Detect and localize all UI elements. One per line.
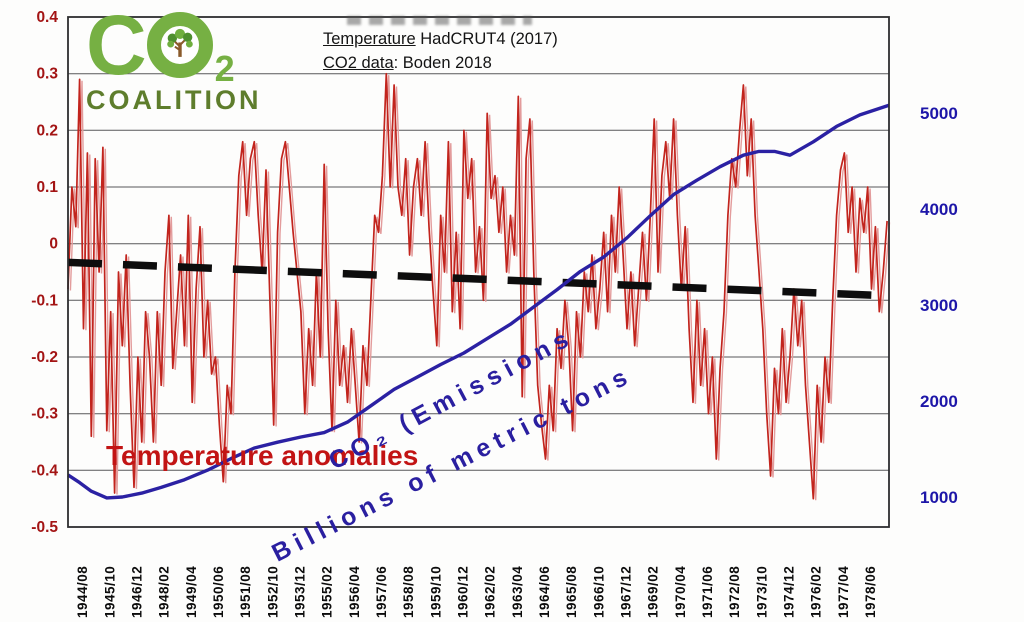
logo-letter-o-ring xyxy=(146,12,213,78)
source-co2-rest: : Boden 2018 xyxy=(393,54,492,72)
y-left-tick-label: -0.2 xyxy=(31,349,58,366)
y-left-tick-label: 0.4 xyxy=(36,9,58,26)
x-tick-label: 1955/02 xyxy=(320,566,335,618)
x-tick-label: 1950/06 xyxy=(211,566,226,618)
x-tick-label: 1945/10 xyxy=(102,566,117,618)
source-annotation-line2: CO2 data: Boden 2018 xyxy=(323,51,558,75)
x-tick-label: 1978/06 xyxy=(863,566,878,618)
x-tick-label: 1944/08 xyxy=(75,566,90,618)
y-right-tick-label: 5000 xyxy=(920,104,958,123)
x-tick-label: 1976/02 xyxy=(809,566,824,618)
co2-coalition-logo: C 2 COALITION xyxy=(86,0,262,116)
source-temp-label: Temperature xyxy=(323,30,416,48)
x-tick-label: 1946/12 xyxy=(129,566,144,618)
y-left-tick-label: 0.1 xyxy=(36,179,58,196)
x-tick-label: 1964/06 xyxy=(537,566,552,618)
co2-emissions xyxy=(67,103,890,500)
x-tick-label: 1977/04 xyxy=(836,566,851,618)
source-annotation: Temperature HadCRUT4 (2017) CO2 data: Bo… xyxy=(323,27,558,75)
y-left-tick-label: -0.3 xyxy=(31,406,58,423)
y-left-tick-label: -0.4 xyxy=(31,462,58,479)
tree-icon xyxy=(166,28,193,57)
y-left-tick-label: 0.2 xyxy=(36,122,58,139)
x-tick-label: 1951/08 xyxy=(238,566,253,618)
y-left-tick-label: 0.3 xyxy=(36,66,58,83)
source-annotation-line1: Temperature HadCRUT4 (2017) xyxy=(323,27,558,51)
logo-coalition-text: COALITION xyxy=(86,85,262,115)
temperature-series-label: Temperature anomalies xyxy=(106,440,419,471)
y-left-tick-label: -0.1 xyxy=(31,292,58,309)
x-tick-label: 1969/02 xyxy=(646,566,661,618)
x-tick-label: 1971/06 xyxy=(700,566,715,618)
y-right-tick-label: 1000 xyxy=(920,488,958,507)
source-co2-label: CO2 data xyxy=(323,54,394,72)
x-tick-label: 1958/08 xyxy=(401,566,416,618)
source-temp-rest: HadCRUT4 (2017) xyxy=(415,30,558,48)
y-right-tick-label: 3000 xyxy=(920,296,958,315)
x-tick-label: 1953/12 xyxy=(293,566,308,618)
x-tick-label: 1974/12 xyxy=(782,566,797,618)
temperature-anomalies xyxy=(67,72,888,500)
x-tick-label: 1956/04 xyxy=(347,566,362,618)
x-tick-label: 1957/06 xyxy=(374,566,389,618)
y-left-tick-label: 0 xyxy=(49,236,58,253)
x-tick-label: 1959/10 xyxy=(428,566,443,618)
x-tick-label: 1949/04 xyxy=(184,566,199,618)
y-right-tick-label: 4000 xyxy=(920,200,958,219)
x-tick-label: 1952/10 xyxy=(265,566,280,618)
y-left-tick-label: -0.5 xyxy=(31,519,58,536)
x-tick-label: 1963/04 xyxy=(510,566,525,618)
x-tick-label: 1966/10 xyxy=(591,566,606,618)
x-tick-label: 1965/08 xyxy=(564,566,579,618)
smudged-erased-text xyxy=(347,16,532,25)
x-tick-label: 1972/08 xyxy=(727,566,742,618)
x-tick-label: 1973/10 xyxy=(754,566,769,618)
x-tick-label: 1960/12 xyxy=(456,566,471,618)
logo-co2-row: C 2 xyxy=(86,0,262,92)
logo-subscript-2: 2 xyxy=(214,48,235,89)
y-right-tick-label: 2000 xyxy=(920,392,958,411)
x-tick-label: 1967/12 xyxy=(619,566,634,618)
x-tick-label: 1962/02 xyxy=(483,566,498,618)
logo-letter-c: C xyxy=(86,0,147,92)
trend-line xyxy=(67,258,890,300)
x-tick-label: 1948/02 xyxy=(157,566,172,618)
x-tick-label: 1970/04 xyxy=(673,566,688,618)
